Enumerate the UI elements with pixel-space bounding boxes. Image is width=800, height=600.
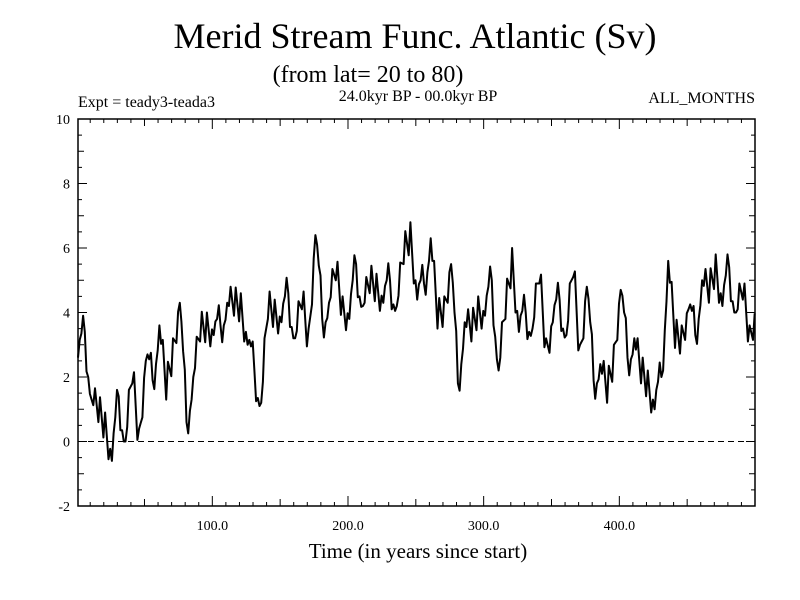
x-axis-label: Time (in years since start)	[309, 539, 528, 563]
plot-frame	[77, 118, 756, 507]
y-tick-label: 4	[63, 307, 70, 322]
series-line	[77, 221, 756, 462]
x-tick-label: 300.0	[468, 519, 500, 534]
y-tick-label: 0	[63, 436, 70, 451]
y-tick-label: 10	[56, 113, 70, 128]
period-label: 24.0kyr BP - 00.0kyr BP	[339, 88, 498, 105]
chart-subtitle: (from lat= 20 to 80)	[273, 62, 464, 88]
months-label: ALL_MONTHS	[648, 90, 755, 107]
y-tick-label: -2	[58, 500, 70, 515]
y-tick-label: 6	[63, 242, 70, 257]
y-tick-label: 8	[63, 178, 70, 193]
x-tick-label: 400.0	[604, 519, 636, 534]
x-tick-label: 100.0	[197, 519, 229, 534]
x-tick-label: 200.0	[332, 519, 364, 534]
y-tick-label: 2	[63, 371, 70, 386]
chart-title: Merid Stream Func. Atlantic (Sv)	[174, 16, 657, 56]
expt-label: Expt = teady3-teada3	[78, 94, 215, 111]
